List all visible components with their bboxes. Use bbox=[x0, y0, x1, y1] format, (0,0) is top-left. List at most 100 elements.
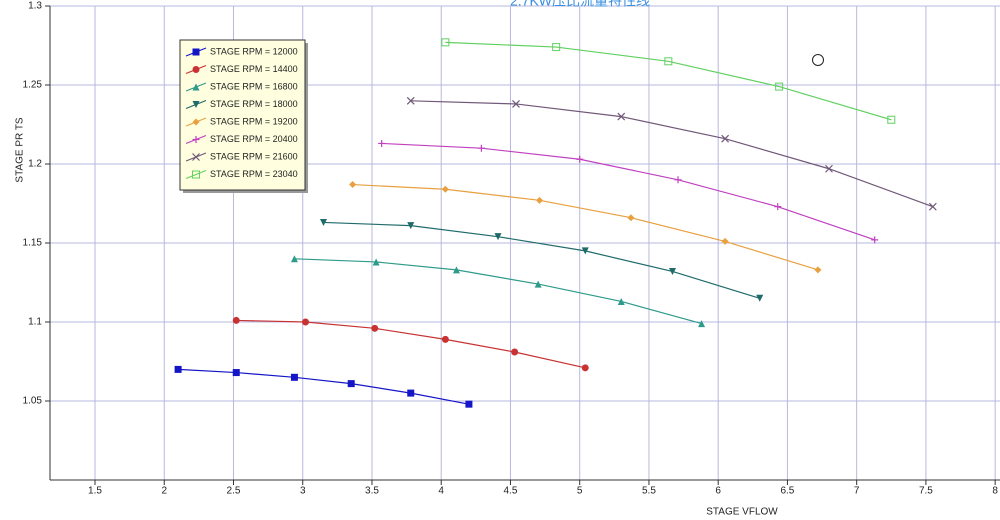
point bbox=[372, 258, 380, 266]
point bbox=[407, 222, 415, 230]
chart-title: 2.7KW压比流量特性线 bbox=[510, 0, 650, 9]
y-tick-label: 1.25 bbox=[23, 80, 43, 91]
x-axis-label: STAGE VFLOW bbox=[706, 507, 778, 518]
x-tick-label: 2 bbox=[161, 486, 167, 497]
point bbox=[627, 214, 635, 222]
x-tick-label: 4.5 bbox=[504, 486, 518, 497]
point bbox=[349, 181, 357, 189]
legend-label: STAGE RPM = 14400 bbox=[210, 64, 298, 74]
legend-line bbox=[185, 169, 207, 180]
point bbox=[668, 267, 676, 275]
point bbox=[378, 139, 386, 147]
point bbox=[320, 218, 328, 226]
point bbox=[302, 318, 310, 326]
point bbox=[928, 202, 937, 211]
point bbox=[512, 100, 520, 108]
point bbox=[674, 176, 682, 184]
y-tick-label: 1.3 bbox=[28, 1, 42, 12]
series-line bbox=[352, 183, 819, 271]
point bbox=[774, 203, 782, 211]
point bbox=[232, 316, 240, 324]
legend-label: STAGE RPM = 12000 bbox=[210, 46, 298, 56]
x-tick-label: 6 bbox=[715, 486, 721, 497]
point bbox=[552, 43, 561, 52]
legend: STAGE RPM = 12000 STAGE RPM = 14400 STAGE … bbox=[179, 39, 308, 193]
y-tick-label: 1.2 bbox=[28, 159, 42, 170]
point bbox=[534, 280, 542, 288]
point bbox=[698, 320, 706, 328]
x-tick-label: 5 bbox=[577, 486, 583, 497]
point bbox=[576, 155, 584, 163]
series-line bbox=[445, 41, 892, 121]
point bbox=[617, 112, 626, 121]
x-tick-label: 1.5 bbox=[88, 486, 102, 497]
legend-label: STAGE RPM = 23040 bbox=[210, 169, 298, 179]
x-tick-label: 7 bbox=[854, 486, 860, 497]
y-axis-label: STAGE PR TS bbox=[15, 117, 26, 183]
point bbox=[511, 348, 519, 356]
x-tick-label: 4 bbox=[438, 486, 444, 497]
point bbox=[887, 115, 896, 124]
point bbox=[477, 144, 485, 152]
x-tick-label: 5.5 bbox=[642, 486, 656, 497]
point bbox=[617, 297, 625, 305]
x-tick-label: 7.5 bbox=[919, 486, 933, 497]
point bbox=[347, 380, 355, 388]
point bbox=[494, 233, 502, 241]
point bbox=[406, 96, 415, 105]
x-tick-label: 3 bbox=[300, 486, 306, 497]
legend-marker bbox=[192, 136, 200, 143]
point bbox=[536, 196, 544, 204]
legend-label: STAGE RPM = 19200 bbox=[210, 116, 298, 126]
legend-marker bbox=[192, 101, 200, 108]
x-tick-label: 8 bbox=[992, 486, 998, 497]
legend-marker bbox=[192, 118, 200, 126]
plot-area bbox=[174, 38, 937, 408]
point bbox=[441, 335, 449, 343]
legend-marker bbox=[192, 153, 200, 161]
legend-label: STAGE RPM = 20400 bbox=[210, 134, 298, 144]
point bbox=[721, 237, 729, 245]
point bbox=[721, 134, 730, 143]
point bbox=[371, 324, 379, 332]
point bbox=[465, 400, 473, 408]
point bbox=[581, 247, 589, 255]
legend-marker bbox=[192, 48, 200, 56]
series-line bbox=[178, 368, 470, 405]
legend-label: STAGE RPM = 16800 bbox=[210, 81, 298, 91]
point bbox=[756, 294, 764, 302]
point bbox=[825, 164, 833, 173]
legend-marker bbox=[192, 170, 200, 179]
point bbox=[452, 266, 460, 274]
legend-marker bbox=[192, 66, 200, 73]
point bbox=[775, 82, 784, 91]
y-tick-label: 1.05 bbox=[23, 396, 43, 407]
point bbox=[441, 185, 449, 193]
point bbox=[232, 369, 240, 377]
x-tick-label: 2.5 bbox=[227, 486, 241, 497]
series-line bbox=[323, 221, 760, 299]
point bbox=[290, 373, 298, 381]
point bbox=[581, 364, 589, 372]
y-tick-label: 1.1 bbox=[28, 317, 42, 328]
y-tick-label: 1.15 bbox=[23, 238, 43, 249]
point bbox=[664, 57, 673, 66]
cursor-marker bbox=[812, 54, 824, 66]
legend-label: STAGE RPM = 18000 bbox=[210, 99, 298, 109]
series-line bbox=[294, 258, 702, 325]
point bbox=[290, 255, 298, 263]
legend-label: STAGE RPM = 21600 bbox=[210, 151, 298, 161]
series-line bbox=[236, 319, 586, 369]
legend-box bbox=[179, 39, 306, 191]
x-tick-label: 6.5 bbox=[780, 486, 794, 497]
point bbox=[814, 266, 822, 274]
x-tick-label: 3.5 bbox=[365, 486, 379, 497]
point bbox=[174, 365, 182, 373]
point bbox=[407, 389, 415, 397]
point bbox=[441, 38, 450, 47]
point bbox=[871, 236, 879, 244]
series-line bbox=[381, 142, 875, 241]
